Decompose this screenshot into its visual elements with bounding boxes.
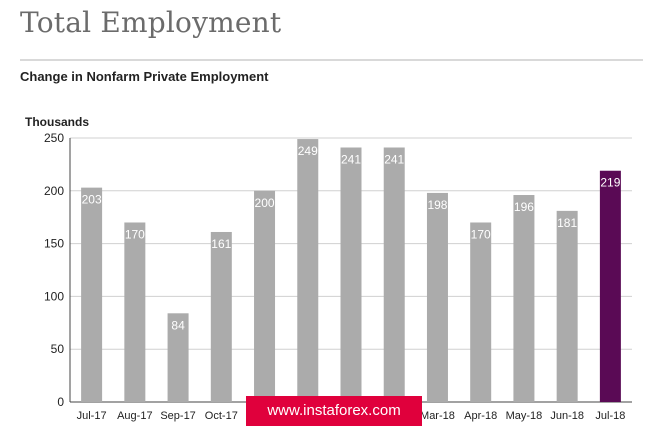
bar (210, 231, 232, 402)
data-label: 200 (255, 196, 275, 210)
data-label: 181 (557, 216, 577, 230)
x-tick-label: Jul-17 (77, 410, 107, 422)
y-tick-label: 0 (57, 395, 64, 409)
y-tick-label: 50 (51, 342, 65, 356)
bar (297, 139, 319, 402)
y-tick-label: 250 (44, 131, 64, 145)
y-tick-label: 150 (44, 237, 64, 251)
data-label: 198 (427, 198, 447, 212)
bar-highlight (599, 170, 621, 402)
x-tick-label: Oct-17 (205, 410, 238, 422)
bar (470, 222, 492, 402)
data-label: 241 (341, 153, 361, 167)
bar (556, 210, 578, 402)
data-label: 203 (82, 193, 102, 207)
x-tick-label: Jul-18 (595, 410, 625, 422)
bar (513, 195, 535, 402)
bar (124, 222, 146, 402)
data-label: 161 (211, 237, 231, 251)
bar (340, 147, 362, 402)
y-axis-label: Thousands (25, 115, 89, 129)
x-tick-label: Apr-18 (464, 410, 497, 422)
data-label: 196 (514, 200, 534, 214)
chart-title: Change in Nonfarm Private Employment (20, 69, 269, 84)
x-tick-label: Mar-18 (420, 410, 455, 422)
watermark-banner: www.instaforex.com (246, 396, 422, 426)
page-title: Total Employment (20, 6, 282, 39)
y-tick-label: 200 (44, 184, 64, 198)
bar (254, 190, 276, 402)
bar (426, 192, 448, 402)
y-tick-label: 100 (44, 289, 64, 303)
bar (383, 147, 405, 402)
data-label: 219 (600, 176, 620, 190)
x-tick-label: Aug-17 (117, 410, 152, 422)
x-tick-label: Jun-18 (550, 410, 584, 422)
x-tick-label: Sep-17 (160, 410, 195, 422)
data-label: 170 (471, 227, 491, 241)
data-label: 249 (298, 144, 318, 158)
data-label: 170 (125, 227, 145, 241)
x-tick-label: May-18 (506, 410, 543, 422)
data-label: 241 (384, 153, 404, 167)
data-label: 84 (171, 318, 185, 332)
bar (81, 187, 103, 402)
bar (167, 313, 189, 402)
title-divider (20, 59, 643, 61)
